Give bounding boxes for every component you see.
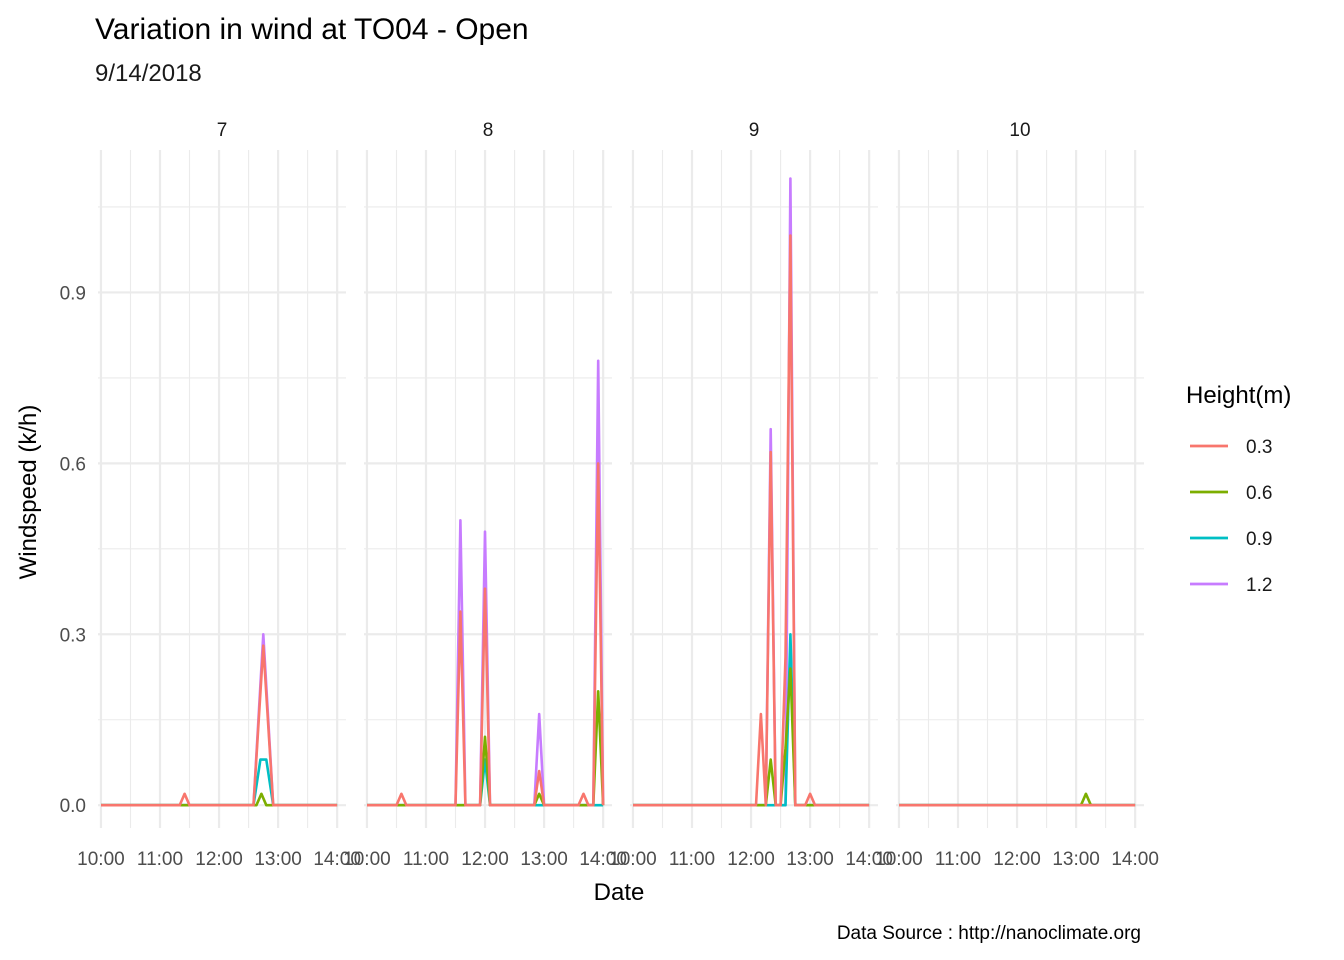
x-tick-label: 12:00 [993,849,1041,870]
legend: Height(m) 0.3 0.6 0.9 1.2 [1186,382,1291,596]
x-tick-label: 14:00 [579,849,627,870]
x-tick-label: 10:00 [77,849,125,870]
x-tick-label: 13:00 [1052,849,1100,870]
legend-title: Height(m) [1186,382,1291,409]
series-line-0-6 [367,689,605,807]
legend-label: 0.6 [1246,483,1272,504]
y-axis-label: Windspeed (k/h) [15,405,42,580]
legend-label: 0.9 [1246,529,1272,550]
series-line-0-3 [101,644,338,807]
series-line-0-3 [367,462,605,807]
facet-panel-7: 7 10:00 11:00 12:00 13:00 14:00 [77,120,361,870]
legend-label: 0.3 [1246,437,1272,458]
facet-strip-label: 10 [1009,120,1030,141]
x-tick-label: 14:00 [1111,849,1159,870]
x-tick-label: 13:00 [254,849,302,870]
x-tick-label: 13:00 [786,849,834,870]
series-line-0-3 [633,234,870,807]
y-tick-label: 0.0 [60,796,86,817]
x-tick-label: 11:00 [935,849,981,870]
x-tick-label: 10:00 [609,849,657,870]
facet-strip-label: 9 [749,120,760,141]
x-tick-label: 11:00 [669,849,715,870]
x-tick-label: 12:00 [195,849,243,870]
x-tick-label: 12:00 [461,849,509,870]
x-axis-label: Date [594,879,645,906]
y-tick-label: 0.3 [60,625,86,646]
facet-panel-10: 10 10:00 11:00 12:00 13:00 14:00 [875,120,1159,870]
chart-title: Variation in wind at TO04 - Open [95,13,529,46]
facet-strip-label: 8 [483,120,494,141]
chart-subtitle: 9/14/2018 [95,60,202,87]
x-tick-label: 13:00 [520,849,568,870]
caption: Data Source : http://nanoclimate.org [837,923,1141,944]
facet-panels: 7 10:00 11:00 12:00 13:00 14:00 8 10:00 11:00 12:… [60,120,1159,870]
x-tick-label: 14:00 [313,849,361,870]
x-tick-label: 11:00 [403,849,449,870]
x-tick-label: 14:00 [845,849,893,870]
y-tick-label: 0.6 [60,454,86,475]
y-tick-label: 0.9 [60,283,86,304]
facet-panel-9: 9 10:00 11:00 12:00 13:00 14:00 [609,120,893,870]
facet-strip-label: 7 [217,120,228,141]
x-tick-label: 10:00 [343,849,391,870]
x-tick-label: 11:00 [137,849,183,870]
legend-label: 1.2 [1246,575,1272,596]
x-tick-label: 10:00 [875,849,923,870]
facet-panel-8: 8 10:00 11:00 12:00 13:00 14:00 [343,120,627,870]
x-tick-label: 12:00 [727,849,775,870]
